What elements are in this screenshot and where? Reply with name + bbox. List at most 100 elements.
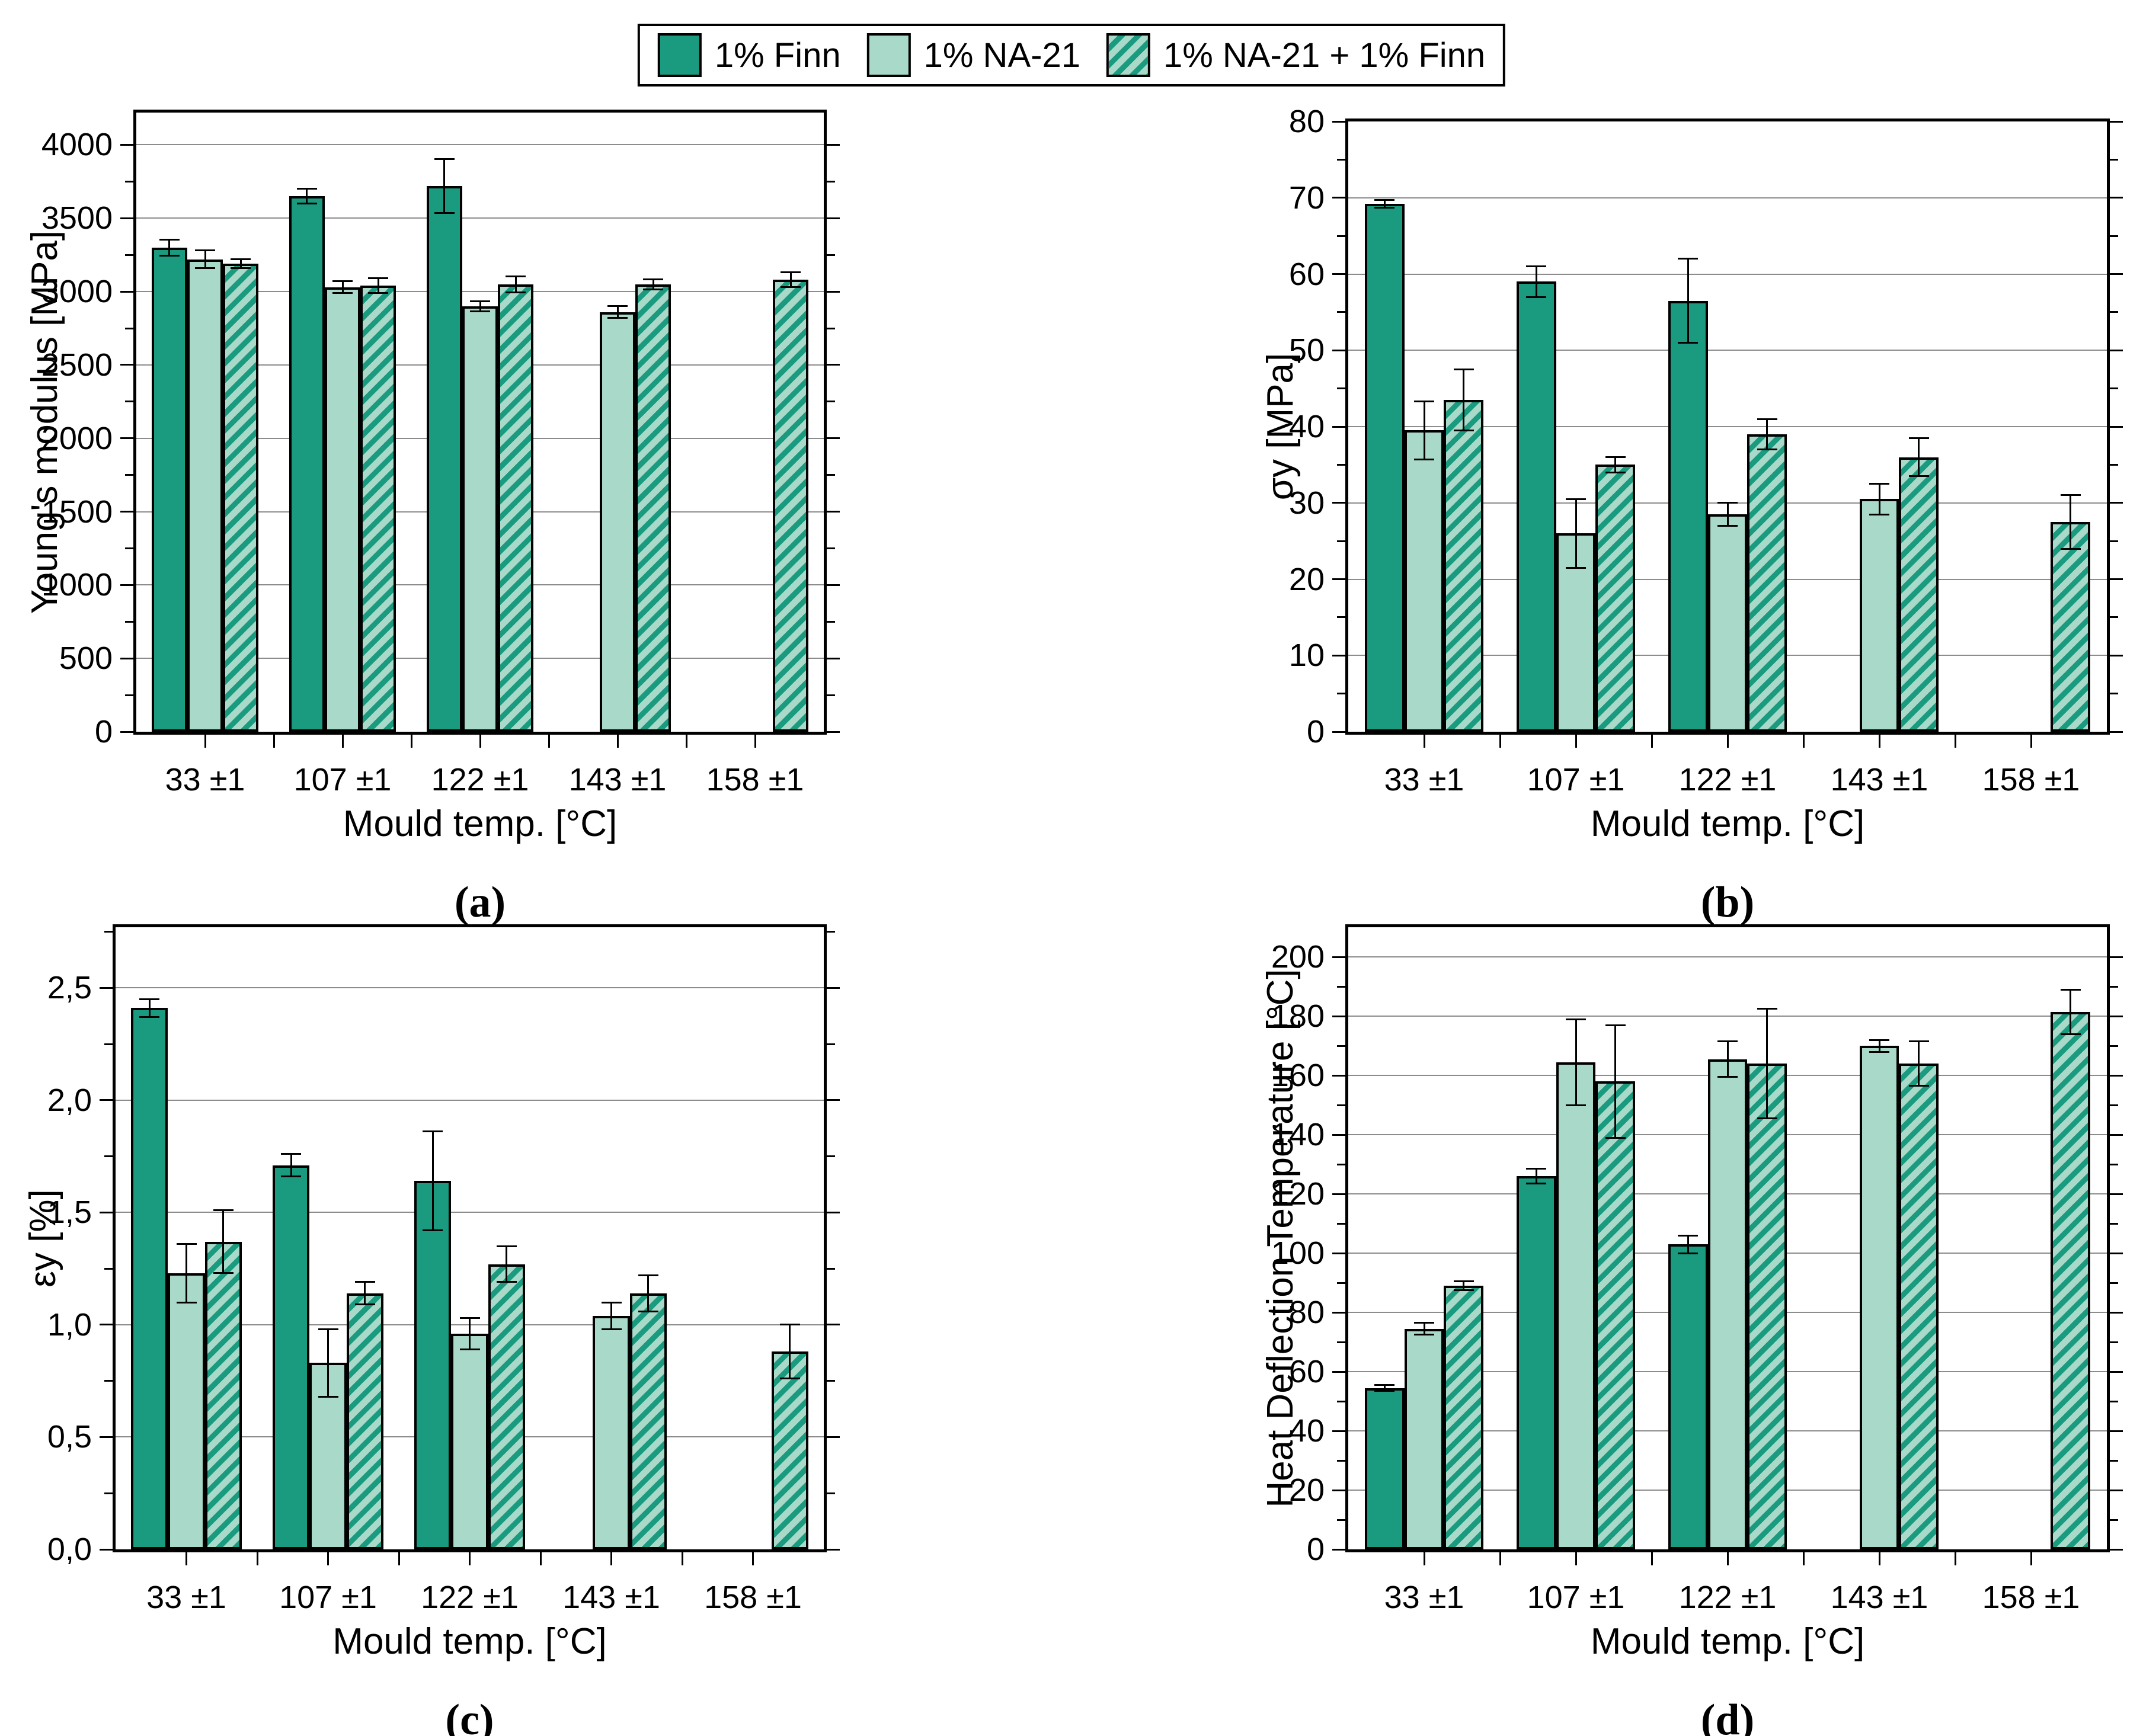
y-major-tick — [1332, 956, 1345, 958]
bar-hatched — [1899, 457, 1939, 732]
x-tick-label: 143 ±1 — [568, 762, 667, 797]
y-major-tick-right — [2110, 1133, 2123, 1136]
x-axis-title: Mould temp. [°C] — [1590, 803, 1865, 844]
bar-hatched — [771, 1351, 808, 1549]
error-cap-bottom — [1908, 1085, 1929, 1087]
y-tick-label: 3500 — [41, 200, 113, 236]
bar-solid-dark — [273, 1165, 310, 1549]
error-bar — [1614, 1025, 1617, 1138]
y-tick-label: 2,5 — [47, 970, 92, 1006]
x-minor-tick — [548, 735, 550, 748]
bar-solid-light — [1707, 514, 1748, 732]
error-bar — [1878, 1040, 1880, 1052]
error-cap-top — [1414, 401, 1434, 402]
error-cap-top — [1605, 456, 1626, 458]
bar-solid-dark — [1365, 204, 1405, 732]
error-bar — [2070, 495, 2072, 549]
error-cap-bottom — [1566, 1104, 1586, 1106]
error-cap-top — [1374, 1384, 1395, 1386]
bar-hatched — [773, 280, 809, 732]
error-bar — [290, 1154, 292, 1177]
error-bar — [1726, 502, 1729, 526]
y-minor-tick — [125, 401, 133, 403]
x-major-tick — [1423, 1552, 1425, 1565]
y-axis-title: εy [%] — [23, 1189, 63, 1287]
error-bar — [168, 239, 171, 256]
x-tick-label: 158 ±1 — [1982, 762, 2080, 797]
x-tick-label: 143 ±1 — [1830, 1580, 1928, 1615]
y-minor-tick — [1337, 311, 1345, 313]
y-minor-tick-right — [827, 401, 835, 403]
y-major-tick — [100, 1211, 113, 1213]
y-tick-label: 2,0 — [47, 1082, 92, 1118]
y-tick-label: 200 — [1271, 939, 1325, 975]
error-bar — [1766, 419, 1768, 450]
y-major-tick — [120, 290, 133, 293]
error-cap-top — [1414, 1322, 1434, 1324]
error-bar — [610, 1302, 612, 1330]
y-minor-tick-right — [2110, 1045, 2118, 1047]
bar-hatched — [2051, 1011, 2090, 1549]
error-cap-top — [176, 1242, 197, 1245]
error-bar — [789, 1324, 791, 1379]
y-major-tick-right — [827, 437, 840, 440]
y-major-tick-right — [2110, 197, 2123, 199]
bar-solid-light — [1556, 1062, 1596, 1549]
y-tick-label: 180 — [1271, 998, 1325, 1034]
legend-label: 1% NA-21 — [923, 36, 1080, 75]
error-bar — [239, 259, 242, 268]
panel-caption: (b) — [1700, 878, 1755, 927]
x-minor-tick — [410, 735, 412, 748]
y-gridline — [116, 1212, 824, 1213]
bar-solid-light — [324, 287, 361, 732]
error-cap-top — [1526, 1168, 1547, 1170]
error-bar — [431, 1131, 434, 1231]
y-minor-tick-right — [827, 694, 835, 696]
x-minor-tick — [1802, 735, 1805, 748]
x-tick-label: 158 ±1 — [706, 762, 804, 797]
y-major-tick — [1332, 578, 1345, 580]
error-cap-bottom — [139, 1016, 160, 1018]
error-cap-top — [354, 1281, 375, 1283]
error-cap-bottom — [281, 1176, 302, 1178]
bar-hatched — [629, 1293, 667, 1549]
legend-label: 1% NA-21 + 1% Finn — [1163, 36, 1486, 75]
error-cap-bottom — [332, 292, 353, 294]
chart-legend: 1% Finn 1% NA-21 1% NA-21 + 1% Finn — [637, 24, 1506, 87]
bar-hatched — [1899, 1064, 1939, 1549]
y-major-tick — [100, 1436, 113, 1438]
y-major-tick-right — [2110, 349, 2123, 351]
y-minor-tick-right — [827, 1155, 835, 1158]
error-bar — [1726, 1041, 1729, 1077]
error-cap-bottom — [354, 1303, 375, 1306]
y-major-tick — [100, 1324, 113, 1326]
x-major-tick — [1726, 735, 1729, 748]
bar-solid-light — [593, 1315, 630, 1549]
x-tick-label: 122 ±1 — [1678, 762, 1777, 797]
error-bar — [1918, 1041, 1920, 1086]
error-bar — [1383, 1385, 1386, 1391]
error-cap-top — [2060, 494, 2081, 497]
y-minor-tick-right — [2110, 235, 2118, 237]
legend-item-finn: 1% Finn — [657, 33, 841, 77]
y-tick-label: 20 — [1288, 1472, 1325, 1508]
x-tick-label: 158 ±1 — [704, 1580, 802, 1615]
error-cap-top — [1453, 1280, 1474, 1282]
x-minor-tick — [1651, 1552, 1653, 1565]
bar-solid-dark — [414, 1181, 452, 1549]
x-major-tick — [341, 735, 344, 748]
bar-solid-light — [168, 1273, 205, 1549]
error-cap-bottom — [607, 317, 628, 319]
y-minor-tick — [1337, 463, 1345, 466]
y-major-tick-right — [827, 731, 840, 733]
y-major-tick-right — [827, 1548, 840, 1551]
y-major-tick — [1332, 1430, 1345, 1432]
y-gridline — [1348, 350, 2107, 351]
y-tick-label: 120 — [1271, 1176, 1325, 1212]
error-cap-bottom — [781, 286, 801, 289]
y-tick-label: 140 — [1271, 1117, 1325, 1152]
bar-solid-dark — [1517, 281, 1556, 732]
y-tick-label: 2000 — [41, 420, 113, 456]
y-minor-tick-right — [827, 254, 835, 256]
error-cap-top — [1678, 1234, 1699, 1237]
